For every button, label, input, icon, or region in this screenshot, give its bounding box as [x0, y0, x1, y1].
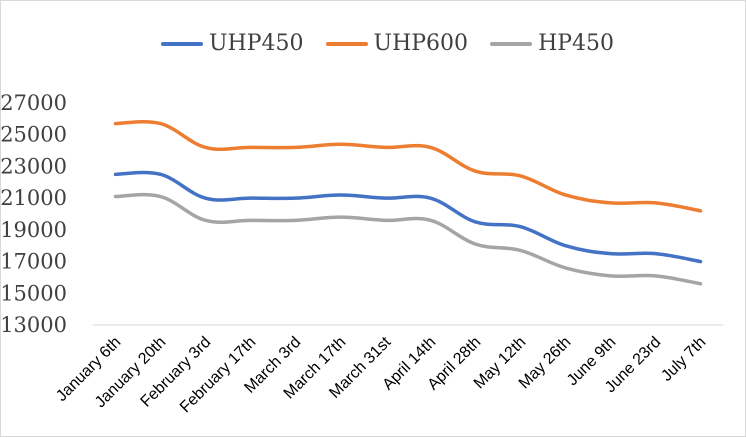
- legend-item-hp450: HP450: [490, 31, 614, 56]
- legend-label-hp450: HP450: [538, 31, 615, 56]
- y-tick-label: 23000: [1, 154, 67, 178]
- y-tick-label: 21000: [1, 186, 67, 210]
- legend-item-uhp600: UHP600: [325, 31, 469, 56]
- y-tick-label: 25000: [1, 123, 67, 147]
- legend-swatch-uhp450: [161, 41, 203, 46]
- legend-label-uhp600: UHP600: [373, 31, 469, 56]
- y-tick-label: 19000: [1, 218, 67, 242]
- legend-label-uhp450: UHP450: [209, 31, 304, 56]
- y-tick-label: 27000: [1, 91, 67, 115]
- series-line-uhp450: [113, 170, 703, 264]
- y-tick-label: 15000: [1, 281, 67, 305]
- legend-swatch-hp450: [490, 41, 533, 46]
- x-tick-label: July 7th: [658, 334, 709, 385]
- legend-swatch-uhp600: [325, 41, 368, 46]
- series-line-hp450: [113, 192, 703, 286]
- legend-item-uhp450: UHP450: [161, 31, 304, 56]
- y-tick-label: 17000: [1, 250, 67, 274]
- legend: UHP450 UHP600 HP450: [161, 31, 636, 56]
- series-line-uhp600: [113, 119, 703, 213]
- y-tick-label: 13000: [1, 313, 67, 337]
